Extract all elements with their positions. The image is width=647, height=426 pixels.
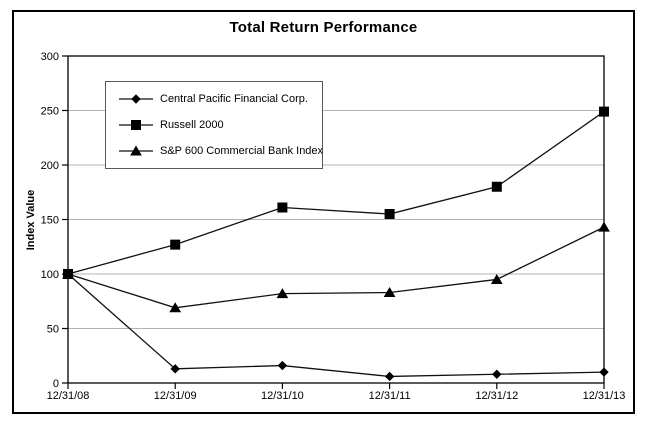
- x-tick-label: 12/31/13: [583, 390, 626, 402]
- marker-diamond: [384, 371, 395, 382]
- x-tick-label: 12/31/11: [369, 390, 411, 402]
- chart-title: Total Return Performance: [229, 19, 418, 36]
- series-central-pacific-financial-corp: [63, 269, 609, 382]
- marker-triangle: [598, 221, 610, 232]
- series-line: [67, 226, 605, 309]
- x-tick-label: 12/31/08: [47, 390, 90, 402]
- marker-square: [170, 239, 181, 250]
- marker-triangle: [383, 287, 396, 298]
- series-russell-2000: [63, 106, 609, 279]
- marker-square: [63, 269, 73, 279]
- marker-diamond: [599, 367, 609, 377]
- diamond-marker-icon: [119, 94, 153, 104]
- y-tick-label: 300: [41, 51, 59, 63]
- y-tick-label: 200: [41, 160, 59, 172]
- y-tick-label: 250: [41, 106, 59, 118]
- series-s-p-600-commercial-bank-index: [62, 221, 610, 313]
- y-tick-label: 0: [53, 378, 59, 390]
- triangle-marker-icon: [119, 145, 153, 156]
- marker-diamond: [277, 360, 288, 371]
- x-tick-label: 12/31/12: [475, 390, 518, 402]
- x-tick-label: 12/31/09: [154, 390, 197, 402]
- legend-label: S&P 600 Commercial Bank Index: [160, 145, 324, 157]
- marker-square: [491, 181, 502, 192]
- legend-item-russell-2000: Russell 2000: [119, 119, 322, 131]
- y-tick-label: 50: [47, 324, 59, 336]
- series-line: [67, 273, 605, 378]
- square-marker-icon: [119, 120, 153, 130]
- y-tick-label: 100: [41, 269, 59, 281]
- series-line: [67, 111, 605, 275]
- marker-square: [599, 106, 609, 117]
- marker-triangle: [490, 273, 503, 284]
- legend-item-sp600-bank-index: S&P 600 Commercial Bank Index: [119, 145, 324, 157]
- marker-triangle: [276, 288, 289, 299]
- x-tick-label: 12/31/10: [261, 390, 304, 402]
- legend-label: Russell 2000: [160, 119, 224, 131]
- y-tick-label: 150: [41, 215, 59, 227]
- marker-diamond: [492, 369, 502, 379]
- chart-outer-border: [12, 10, 635, 414]
- legend-item-central-pacific: Central Pacific Financial Corp.: [119, 93, 322, 105]
- legend: Central Pacific Financial Corp. Russell …: [105, 81, 323, 169]
- marker-diamond: [170, 364, 180, 374]
- marker-square: [277, 202, 288, 213]
- marker-square: [384, 209, 395, 220]
- marker-triangle: [169, 302, 182, 313]
- legend-label: Central Pacific Financial Corp.: [160, 93, 308, 105]
